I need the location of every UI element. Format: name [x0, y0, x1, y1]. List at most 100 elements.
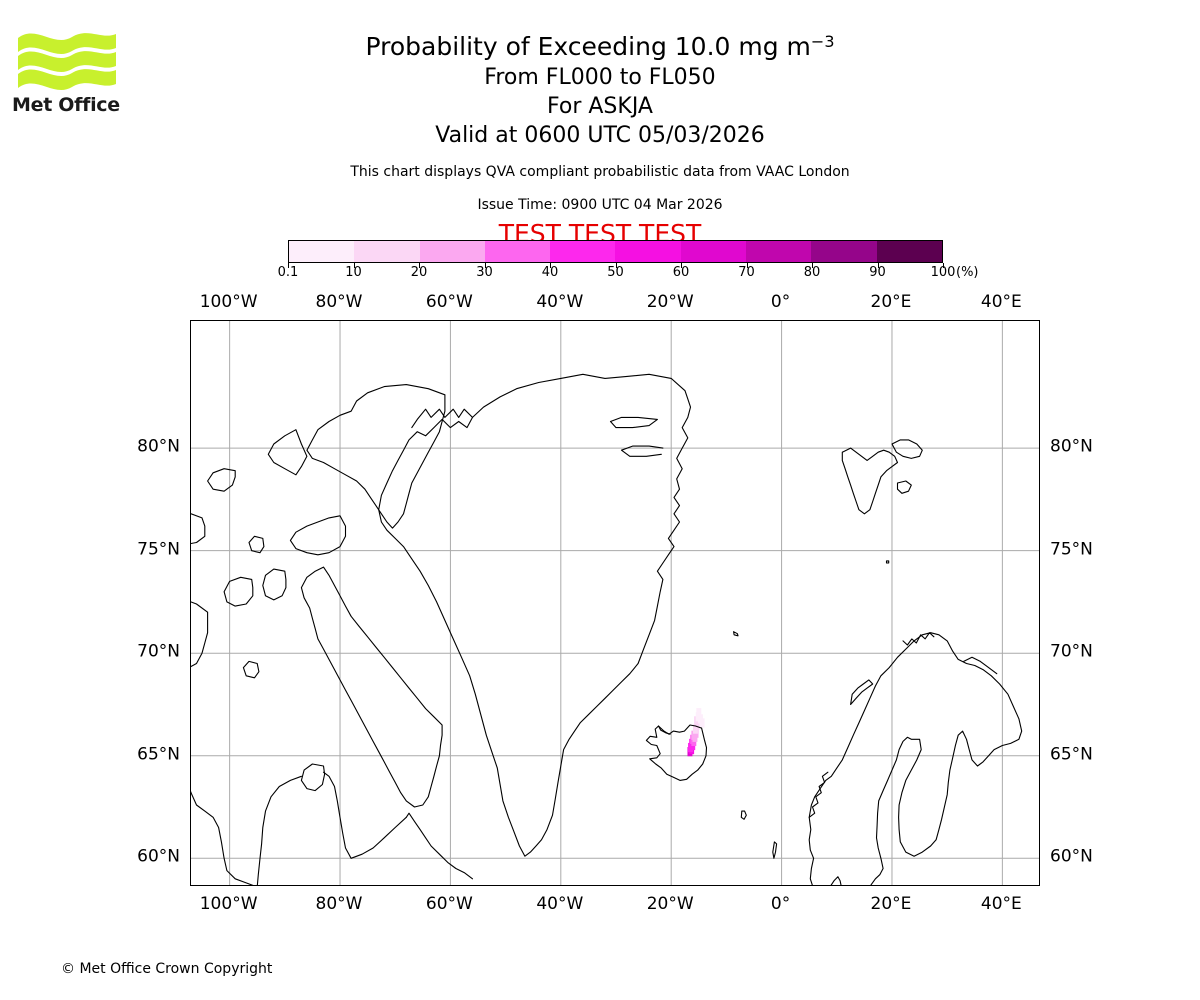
logo-wave	[18, 33, 116, 54]
colorbar-tick	[550, 263, 551, 268]
coastline-finnmark-coast	[902, 632, 935, 646]
coastline-prince-of-wales	[223, 576, 254, 607]
coastline-scandinavia	[808, 632, 1023, 885]
colorbar-tick-label: 40	[541, 265, 559, 280]
colorbar-tick-label: 50	[607, 265, 624, 280]
plume-cell	[696, 708, 702, 718]
coastline-cornwallis	[248, 535, 265, 554]
coastline-victoria	[191, 601, 209, 668]
met-office-logo: Met Office	[12, 18, 142, 118]
lon-tick-label-top: 100°W	[199, 292, 258, 312]
colorbar-tick-label: 30	[476, 265, 493, 280]
colorbar-segment-5	[615, 241, 681, 262]
lat-tick-label-left: 65°N	[137, 744, 180, 765]
colorbar-segment-4	[550, 241, 616, 262]
lat-tick-label-right: 70°N	[1050, 641, 1093, 662]
lon-tick-label-bottom: 60°W	[425, 894, 473, 914]
coastline-devon	[289, 515, 347, 556]
logo-wave	[18, 51, 116, 72]
lon-tick-label-bottom: 20°W	[646, 894, 694, 914]
logo-wave	[18, 69, 116, 90]
coastline-jan-mayen	[733, 631, 739, 637]
lon-tick-label-top: 60°W	[425, 292, 473, 312]
coastline-southampton	[300, 763, 326, 792]
lon-tick-label-top: 80°W	[315, 292, 363, 312]
lon-tick-label-top: 0°	[770, 292, 791, 312]
lon-tick-label-top: 40°W	[536, 292, 584, 312]
page-title-text: Probability of Exceeding 10.0 mg m	[365, 32, 811, 61]
colorbar-tick	[484, 263, 486, 268]
chart-title-block: Probability of Exceeding 10.0 mg m−3 Fro…	[0, 0, 1200, 249]
coastline-kola-extra	[963, 656, 998, 675]
coastline-svalbard-spitsbergen	[841, 447, 899, 515]
plume-cell	[699, 718, 705, 728]
met-office-wave-mark	[18, 33, 116, 90]
colorbar-tick-label: 10	[345, 265, 362, 280]
colorbar-unit-label: (%)	[956, 265, 979, 280]
coastlines-layer	[191, 373, 1023, 885]
colorbar-tick	[877, 263, 879, 268]
coastline-greenland-nw-fjords	[411, 408, 474, 429]
coastline-faroes	[740, 810, 747, 820]
colorbar-tick	[419, 263, 420, 268]
chart-note: This chart displays QVA compliant probab…	[350, 164, 850, 180]
coastline-canada-mainland-north	[322, 771, 407, 859]
colorbar-tick-label: 20	[410, 265, 428, 280]
lat-tick-label-left: 70°N	[137, 641, 180, 662]
valid-time-subtitle: Valid at 0600 UTC 05/03/2026	[435, 123, 765, 148]
page-title-exponent: −3	[810, 32, 835, 51]
colorbar-ticks	[288, 263, 944, 283]
issue-time: Issue Time: 0900 UTC 04 Mar 2026	[477, 197, 723, 213]
lat-tick-label-right: 60°N	[1050, 846, 1093, 867]
colorbar-tick-label: 0.1	[277, 265, 299, 280]
colorbar-segment-7	[746, 241, 812, 262]
met-office-logo-text: Met Office	[12, 94, 120, 116]
map-gridlines	[191, 321, 1039, 885]
coastline-shetland	[772, 841, 778, 859]
lon-tick-label-bottom: 80°W	[315, 894, 363, 914]
colorbar-tick	[812, 263, 813, 268]
colorbar-tick-label: 70	[738, 265, 755, 280]
coastline-iceland	[645, 724, 708, 781]
lon-tick-label-bottom: 40°E	[980, 894, 1022, 914]
page-title: Probability of Exceeding 10.0 mg m−3	[0, 26, 1200, 63]
colorbar-segment-2	[419, 241, 485, 262]
coastline-bear-island	[885, 560, 890, 564]
colorbar-segment-3	[484, 241, 551, 262]
flight-level-subtitle: From FL000 to FL050	[484, 65, 716, 90]
colorbar-tick	[288, 263, 289, 268]
colorbar-gradient	[288, 240, 943, 263]
coastline-lofoten	[850, 679, 874, 706]
colorbar-tick-label: 90	[869, 265, 886, 280]
coastline-ellesmere	[306, 384, 446, 529]
coastline-iceland-nw-peninsula	[657, 725, 671, 735]
lat-tick-label-right: 65°N	[1050, 744, 1093, 765]
volcano-subtitle: For ASKJA	[547, 94, 653, 119]
lon-tick-label-bottom: 20°E	[870, 894, 912, 914]
map-area: 100°W 100°W 80°W 80°W 60°W 60°W 40°W 40°W 20°W 20…	[137, 292, 1093, 914]
coastline-greenland-ne-inlet	[609, 416, 658, 429]
colorbar-tick	[615, 263, 617, 268]
colorbar-tick	[746, 263, 748, 268]
colorbar-segment-9	[876, 241, 942, 262]
lon-tick-label-top: 20°W	[646, 292, 694, 312]
lat-tick-label-left: 60°N	[137, 846, 180, 867]
map-frame	[190, 320, 1040, 886]
probability-colorbar: 0.1 10 20 30 40 50 60 70 80 90 100 (%)	[278, 240, 979, 280]
coastline-scandinavia-fjords	[808, 771, 829, 818]
coastline-greenland	[378, 373, 692, 857]
coastline-svalbard-nordaustlandet	[891, 439, 923, 459]
colorbar-tick	[353, 263, 355, 268]
coastline-canada-coast-nw	[191, 792, 254, 885]
lon-tick-label-bottom: 40°W	[536, 894, 584, 914]
colorbar-tick	[681, 263, 682, 268]
coastline-king-william	[242, 660, 260, 679]
coastline-somerset	[262, 568, 287, 601]
lat-tick-label-left: 80°N	[137, 436, 180, 457]
lat-tick-label-right: 80°N	[1050, 436, 1093, 457]
coastline-baffin	[300, 566, 443, 808]
lon-tick-label-bottom: 0°	[770, 894, 791, 914]
lon-tick-label-bottom: 100°W	[199, 894, 258, 914]
lon-tick-label-top: 40°E	[980, 292, 1022, 312]
colorbar-segment-1	[354, 241, 420, 262]
